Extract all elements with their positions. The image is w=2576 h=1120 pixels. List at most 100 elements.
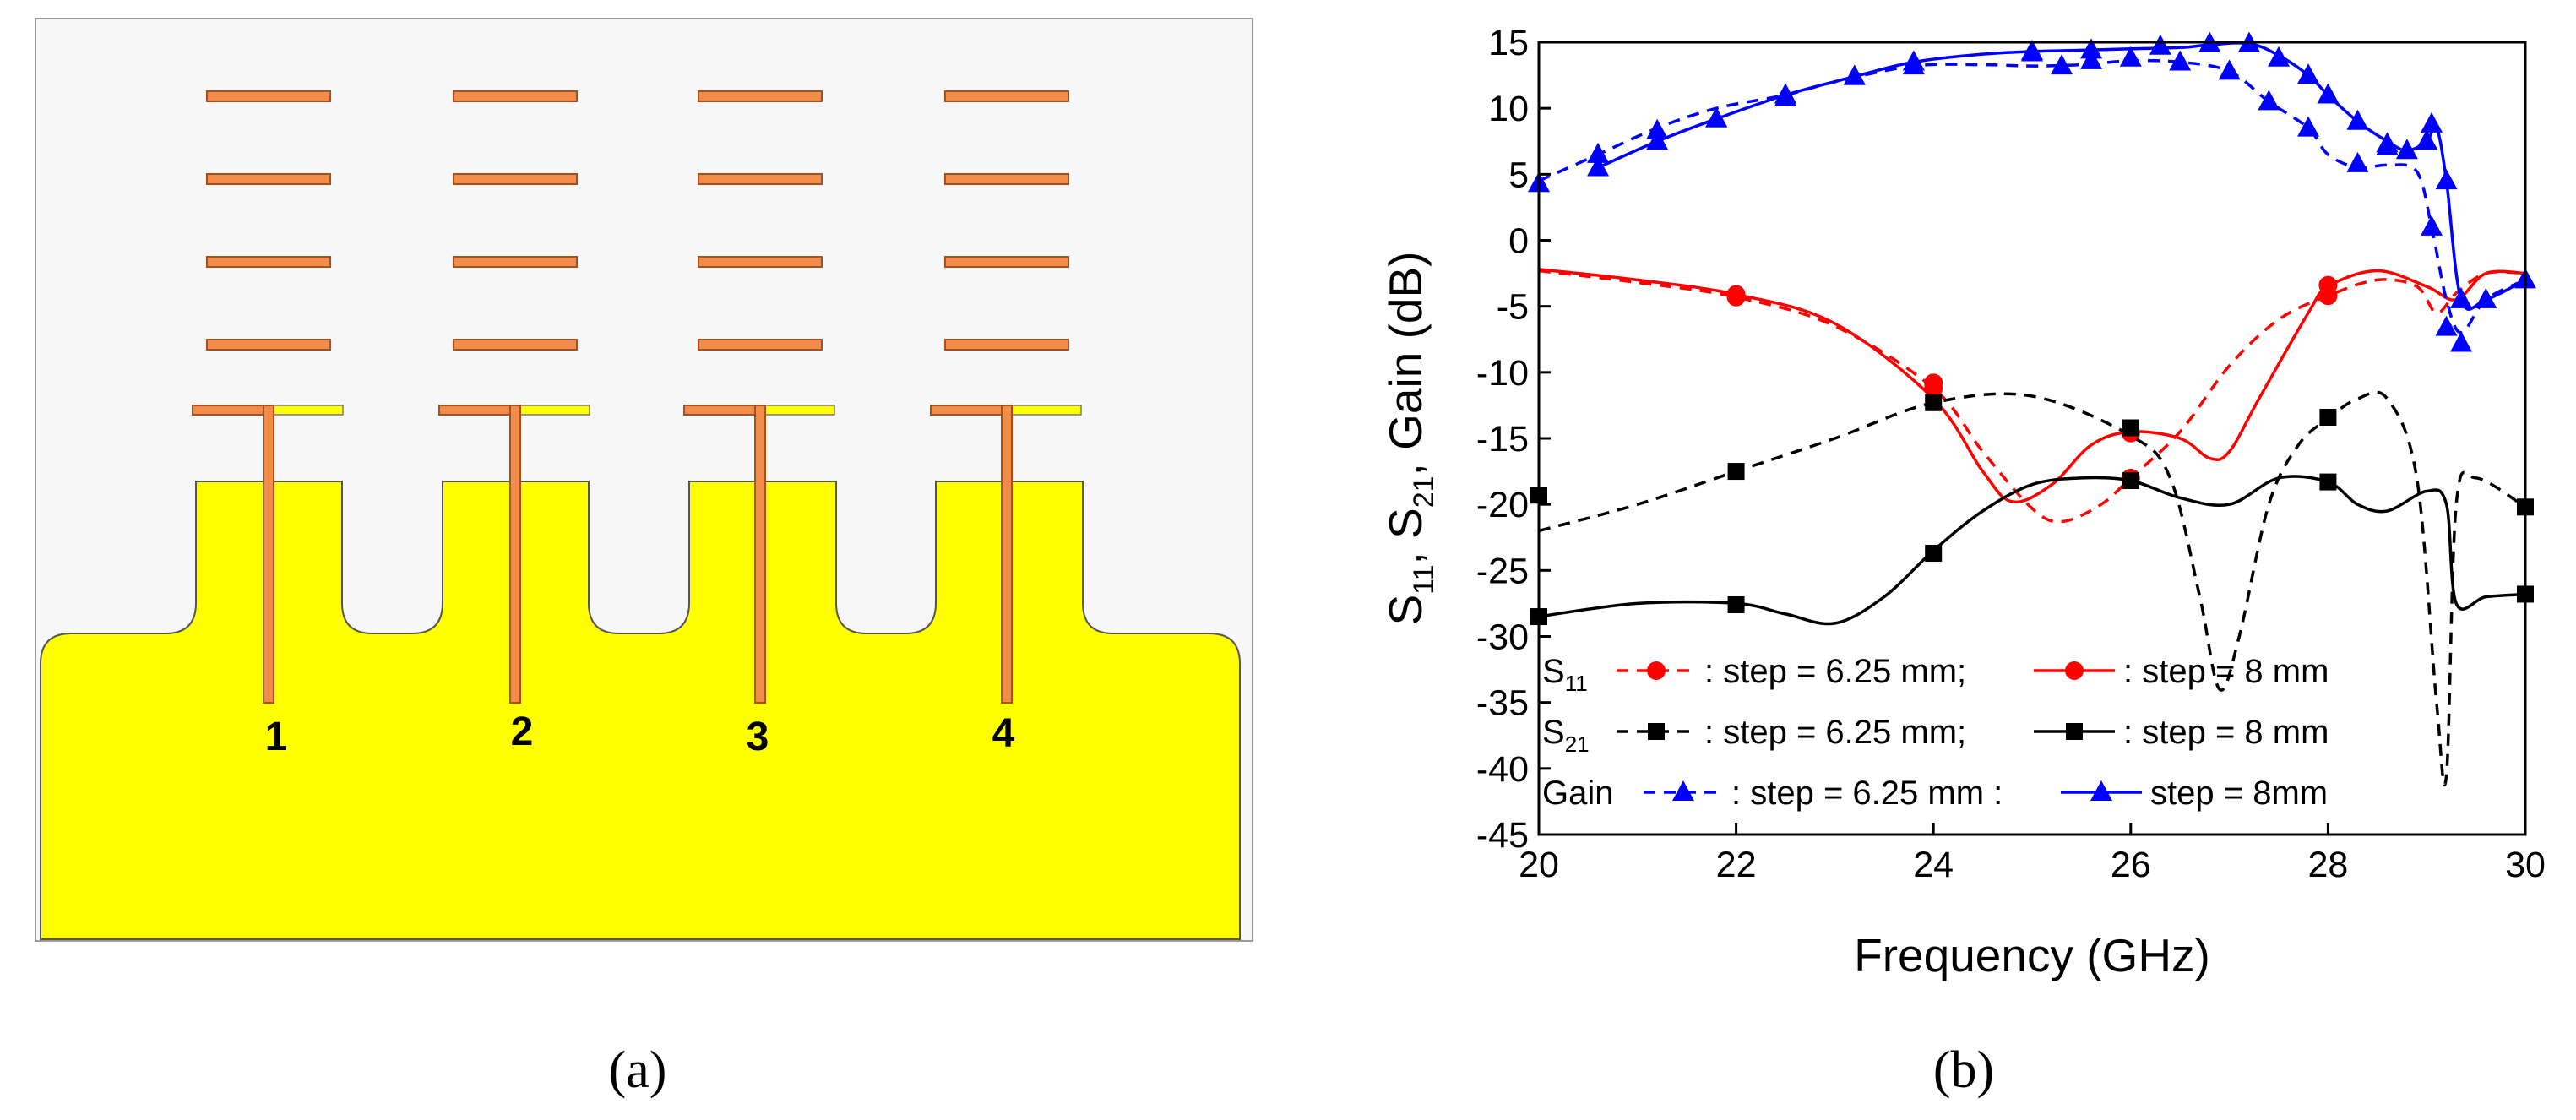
x-tick-label: 24 bbox=[1913, 845, 1954, 885]
y-title-gain: , Gain (dB) bbox=[1379, 252, 1432, 476]
feed-line-3 bbox=[754, 405, 766, 704]
marker-gain_8-17 bbox=[2416, 129, 2438, 150]
port-label-3: 3 bbox=[747, 715, 769, 759]
ground-plane-substrate bbox=[40, 481, 1241, 940]
marker-s11_8-1 bbox=[1924, 373, 1943, 393]
series-s21_625 bbox=[1530, 390, 2534, 786]
port-label-2: 2 bbox=[511, 710, 534, 754]
legend-label-2: S21 bbox=[1542, 714, 1590, 757]
marker-gain_625-18 bbox=[2435, 315, 2458, 336]
director-2-2 bbox=[453, 173, 578, 185]
y-tick-label: -5 bbox=[1497, 287, 1529, 328]
marker-gain_8-7 bbox=[2080, 38, 2103, 59]
dipole-arm-top-4 bbox=[930, 405, 1013, 416]
director-2-4 bbox=[453, 339, 578, 351]
y-axis-title: S11, S21, Gain (dB) bbox=[1379, 252, 1440, 626]
dipole-feeds bbox=[192, 405, 1082, 704]
director-3-2 bbox=[698, 173, 823, 185]
legend-text-dashed-3: : step = 6.25 mm : bbox=[1731, 775, 2003, 812]
director-3-3 bbox=[698, 256, 823, 268]
marker-s11_8-3 bbox=[2318, 275, 2338, 295]
marker-s21_625-3 bbox=[2122, 419, 2139, 437]
series-line-gain_8 bbox=[1597, 41, 2526, 311]
y-title-s21: , S bbox=[1379, 508, 1432, 564]
y-title-sub-21: 21 bbox=[1408, 476, 1440, 508]
series-s21_8 bbox=[1530, 472, 2534, 626]
series-line-s11_8 bbox=[1538, 268, 2526, 504]
series-s11_8 bbox=[1538, 268, 2526, 504]
legend-marker-dashed-3 bbox=[1672, 780, 1694, 801]
marker-gain_8-8 bbox=[2149, 34, 2171, 55]
legend-label-sub: 21 bbox=[1565, 731, 1590, 757]
marker-s21_8-2 bbox=[1925, 545, 1943, 563]
y-tick-label: -45 bbox=[1476, 815, 1529, 856]
legend-text-dashed-1: : step = 6.25 mm; bbox=[1704, 653, 1966, 690]
port-label-4: 4 bbox=[992, 711, 1015, 756]
series-line-gain_625 bbox=[1538, 58, 2526, 334]
y-tick-label: 10 bbox=[1488, 89, 1529, 129]
legend-text-dashed-2: : step = 6.25 mm; bbox=[1704, 714, 1966, 751]
director-2-3 bbox=[453, 256, 578, 268]
director-1-3 bbox=[206, 256, 331, 268]
dipole-arm-top-1 bbox=[192, 405, 274, 416]
marker-s11_8-0 bbox=[1726, 285, 1746, 304]
marker-gain_8-2 bbox=[1705, 106, 1728, 128]
legend-text-solid-3: step = 8mm bbox=[2150, 775, 2328, 812]
legend-label-sub: 11 bbox=[1565, 671, 1588, 696]
x-tick-label: 22 bbox=[1716, 845, 1757, 885]
legend-marker-solid-2 bbox=[2066, 723, 2083, 740]
feed-line-4 bbox=[1001, 405, 1013, 704]
marker-s21_625-2 bbox=[1925, 394, 1943, 411]
legend-row-2: S21 : step = 6.25 mm; : step = 8 mm bbox=[1542, 714, 2329, 757]
chart-series bbox=[1528, 31, 2536, 786]
marker-gain_8-13 bbox=[2317, 83, 2340, 104]
y-tick-label: -10 bbox=[1476, 353, 1529, 394]
dipole-arm-top-2 bbox=[438, 405, 521, 416]
director-3-4 bbox=[698, 339, 823, 351]
marker-s21_625-4 bbox=[2319, 408, 2337, 426]
director-1-2 bbox=[206, 173, 331, 185]
antenna-array-layout: 1 2 3 4 (a) bbox=[35, 18, 1253, 1099]
series-gain_625 bbox=[1528, 41, 2526, 352]
series-line-s11_625 bbox=[1538, 269, 2526, 524]
legend-marker-dashed-1 bbox=[1647, 661, 1666, 680]
dipole-arm-bottom-1 bbox=[268, 405, 344, 416]
dipole-arm-bottom-2 bbox=[514, 405, 590, 416]
marker-gain_8-6 bbox=[2021, 39, 2043, 60]
legend-text-solid-2: : step = 8 mm bbox=[2123, 714, 2329, 751]
legend-row-1: S11 : step = 6.25 mm; : step = 8 mm bbox=[1542, 653, 2329, 696]
y-tick-label: 15 bbox=[1488, 23, 1529, 63]
marker-gain_8-11 bbox=[2268, 46, 2290, 67]
marker-gain_625-14 bbox=[2297, 116, 2320, 137]
dipole-arm-top-3 bbox=[683, 405, 766, 416]
marker-gain_8-21 bbox=[2475, 287, 2497, 308]
s-parameter-gain-chart: 20 22 24 26 28 30 15 10 5 0 -5 -10 -15 -20 -25 -30 -35 -4… bbox=[1379, 23, 2546, 1099]
marker-gain_8-5 bbox=[1902, 50, 1925, 71]
legend-text-solid-1: : step = 8 mm bbox=[2123, 653, 2329, 690]
legend-label-1: S11 bbox=[1542, 653, 1588, 696]
marker-gain_8-4 bbox=[1843, 64, 1866, 85]
director-4-2 bbox=[944, 173, 1069, 185]
caption-b: (b) bbox=[1933, 1041, 1994, 1099]
marker-gain_8-14 bbox=[2346, 109, 2369, 130]
y-tick-label: -25 bbox=[1476, 551, 1529, 591]
series-line-s21_625 bbox=[1538, 390, 2526, 786]
marker-gain_625-11 bbox=[2169, 50, 2192, 71]
director-1-1 bbox=[206, 90, 331, 102]
director-4-4 bbox=[944, 339, 1069, 351]
y-title-s: S bbox=[1379, 595, 1432, 626]
y-tick-label: 5 bbox=[1508, 155, 1529, 195]
director-elements bbox=[206, 90, 1069, 351]
legend-label-main: Gain bbox=[1542, 775, 1614, 812]
x-axis-title: Frequency (GHz) bbox=[1854, 929, 2210, 981]
x-tick-label: 28 bbox=[2307, 845, 2348, 885]
director-1-4 bbox=[206, 339, 331, 351]
marker-gain_8-15 bbox=[2376, 132, 2399, 153]
y-tick-label: -30 bbox=[1476, 617, 1529, 658]
marker-gain_625-8 bbox=[2051, 54, 2073, 75]
legend-label-main: S bbox=[1542, 653, 1565, 690]
director-3-1 bbox=[698, 90, 823, 102]
legend-label-3: Gain bbox=[1542, 775, 1614, 812]
